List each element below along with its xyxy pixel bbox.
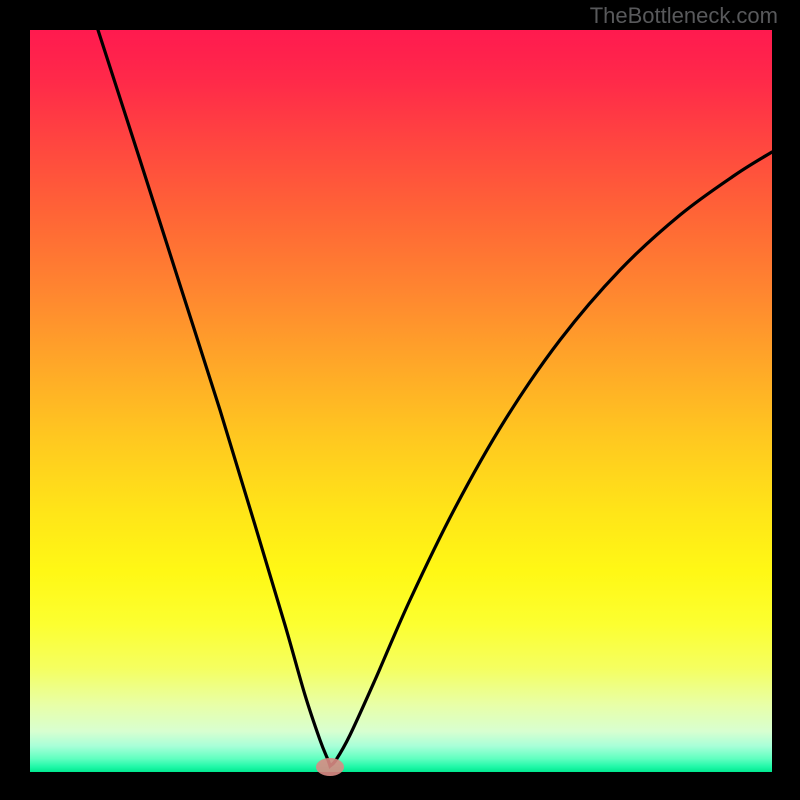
- watermark-label: TheBottleneck.com: [590, 3, 778, 28]
- watermark-text: TheBottleneck.com: [590, 3, 778, 29]
- curve-overlay: [0, 0, 800, 800]
- chart-container: TheBottleneck.com: [0, 0, 800, 800]
- minimum-marker: [316, 758, 344, 776]
- bottleneck-curve: [98, 30, 772, 766]
